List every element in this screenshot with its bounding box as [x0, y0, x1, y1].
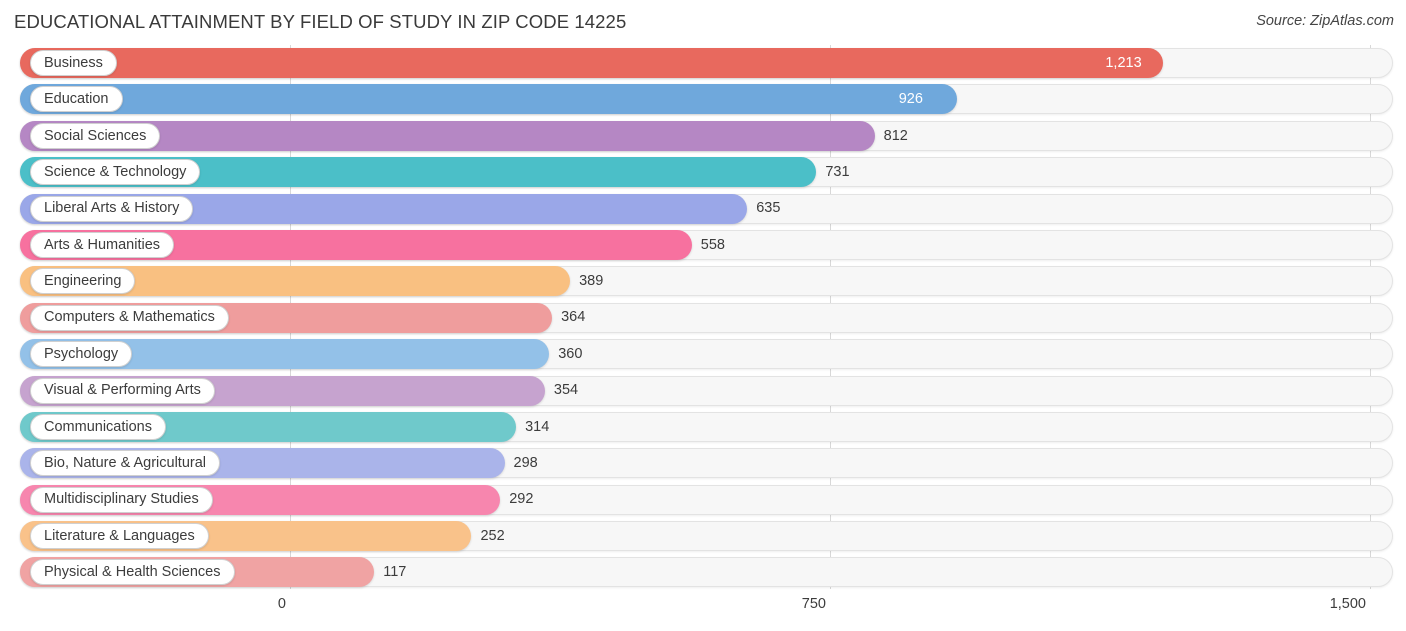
bar-label-pill: Engineering: [30, 268, 136, 295]
bar-value-label: 926: [898, 91, 923, 108]
chart-row[interactable]: Science & Technology 731: [0, 154, 1406, 190]
bar[interactable]: [20, 48, 1164, 78]
bar-category-label: Physical & Health Sciences: [44, 564, 221, 581]
bar-category-label: Education: [44, 91, 109, 108]
bar-value-label: 117: [383, 564, 407, 581]
bar-label-pill: Social Sciences: [30, 122, 161, 149]
bar-value-label: 292: [509, 491, 534, 508]
bar-label-pill: Psychology: [30, 341, 133, 368]
bar-category-label: Computers & Mathematics: [44, 309, 215, 326]
bar-category-label: Psychology: [44, 345, 119, 362]
bar-label-pill: Education: [30, 86, 123, 113]
x-axis: 0 750 1,500: [0, 593, 1406, 631]
bar-label-pill: Business: [30, 50, 117, 76]
chart-header: EDUCATIONAL ATTAINMENT BY FIELD OF STUDY…: [0, 0, 1406, 45]
bar-category-label: Literature & Languages: [44, 527, 195, 544]
bar-value-label: 812: [883, 127, 908, 144]
x-axis-tick-label: 1,500: [1329, 596, 1366, 612]
bar-value-label: 314: [525, 418, 550, 435]
chart-row[interactable]: Computers & Mathematics 364: [0, 300, 1406, 336]
bar-value-label: 1,213: [1105, 54, 1142, 71]
bar-value-label: 731: [825, 163, 850, 180]
bar-label-pill: Physical & Health Sciences: [30, 559, 235, 586]
bar-label-pill: Communications: [30, 413, 166, 440]
bar-category-label: Visual & Performing Arts: [44, 382, 201, 399]
chart-row[interactable]: Communications 314: [0, 409, 1406, 445]
bar-value-label: 354: [553, 382, 579, 399]
chart-row[interactable]: Psychology 360: [0, 336, 1406, 372]
bar-label-pill: Bio, Nature & Agricultural: [30, 450, 220, 477]
bar-label-pill: Computers & Mathematics: [30, 304, 229, 331]
bar-value-label: 252: [480, 527, 505, 544]
bar-category-label: Communications: [44, 418, 152, 435]
chart-row[interactable]: Social Sciences 812: [0, 118, 1406, 154]
bar-label-pill: Visual & Performing Arts: [30, 377, 215, 404]
bar-value-label: 298: [513, 455, 538, 472]
bar-category-label: Multidisciplinary Studies: [44, 491, 199, 508]
bar-rows: Business 1,213 Education 926 Social Sciences…: [0, 45, 1406, 591]
chart-row[interactable]: Engineering 389: [0, 263, 1406, 299]
bar-category-label: Bio, Nature & Agricultural: [44, 455, 206, 472]
bar-label-pill: Science & Technology: [30, 159, 201, 186]
bar-category-label: Arts & Humanities: [44, 236, 161, 253]
bar-value-label: 635: [756, 200, 781, 217]
chart-row[interactable]: Business 1,213: [0, 45, 1406, 81]
bar-category-label: Business: [44, 54, 103, 71]
chart-row[interactable]: Arts & Humanities 558: [0, 227, 1406, 263]
bar-category-label: Social Sciences: [44, 127, 147, 144]
bar-category-label: Science & Technology: [44, 163, 187, 180]
chart-row[interactable]: Multidisciplinary Studies 292: [0, 482, 1406, 518]
x-axis-tick-label: 0: [277, 596, 286, 612]
chart-row[interactable]: Education 926: [0, 81, 1406, 117]
chart-plot-area: Business 1,213 Education 926 Social Sciences…: [0, 45, 1406, 593]
x-axis-tick-label: 750: [801, 596, 826, 612]
bar-label-pill: Literature & Languages: [30, 523, 209, 550]
bar-label-pill: Arts & Humanities: [30, 231, 175, 258]
bar-category-label: Liberal Arts & History: [44, 200, 180, 217]
bar-value-label: 364: [561, 309, 586, 326]
bar-label-pill: Liberal Arts & History: [30, 195, 194, 222]
chart-row[interactable]: Visual & Performing Arts 354: [0, 373, 1406, 409]
chart-row[interactable]: Literature & Languages 252: [0, 518, 1406, 554]
chart-row[interactable]: Bio, Nature & Agricultural 298: [0, 445, 1406, 481]
source-attribution: Source: ZipAtlas.com: [1256, 13, 1394, 29]
bar-category-label: Engineering: [44, 273, 122, 290]
page-title: EDUCATIONAL ATTAINMENT BY FIELD OF STUDY…: [14, 11, 627, 32]
bar-value-label: 360: [558, 345, 583, 362]
bar[interactable]: [20, 84, 957, 115]
bar-value-label: 389: [579, 273, 604, 290]
bar-label-pill: Multidisciplinary Studies: [30, 486, 213, 513]
bar-value-label: 558: [700, 236, 725, 253]
chart-row[interactable]: Physical & Health Sciences 117: [0, 554, 1406, 590]
bar[interactable]: [20, 120, 875, 151]
chart-row[interactable]: Liberal Arts & History 635: [0, 191, 1406, 227]
